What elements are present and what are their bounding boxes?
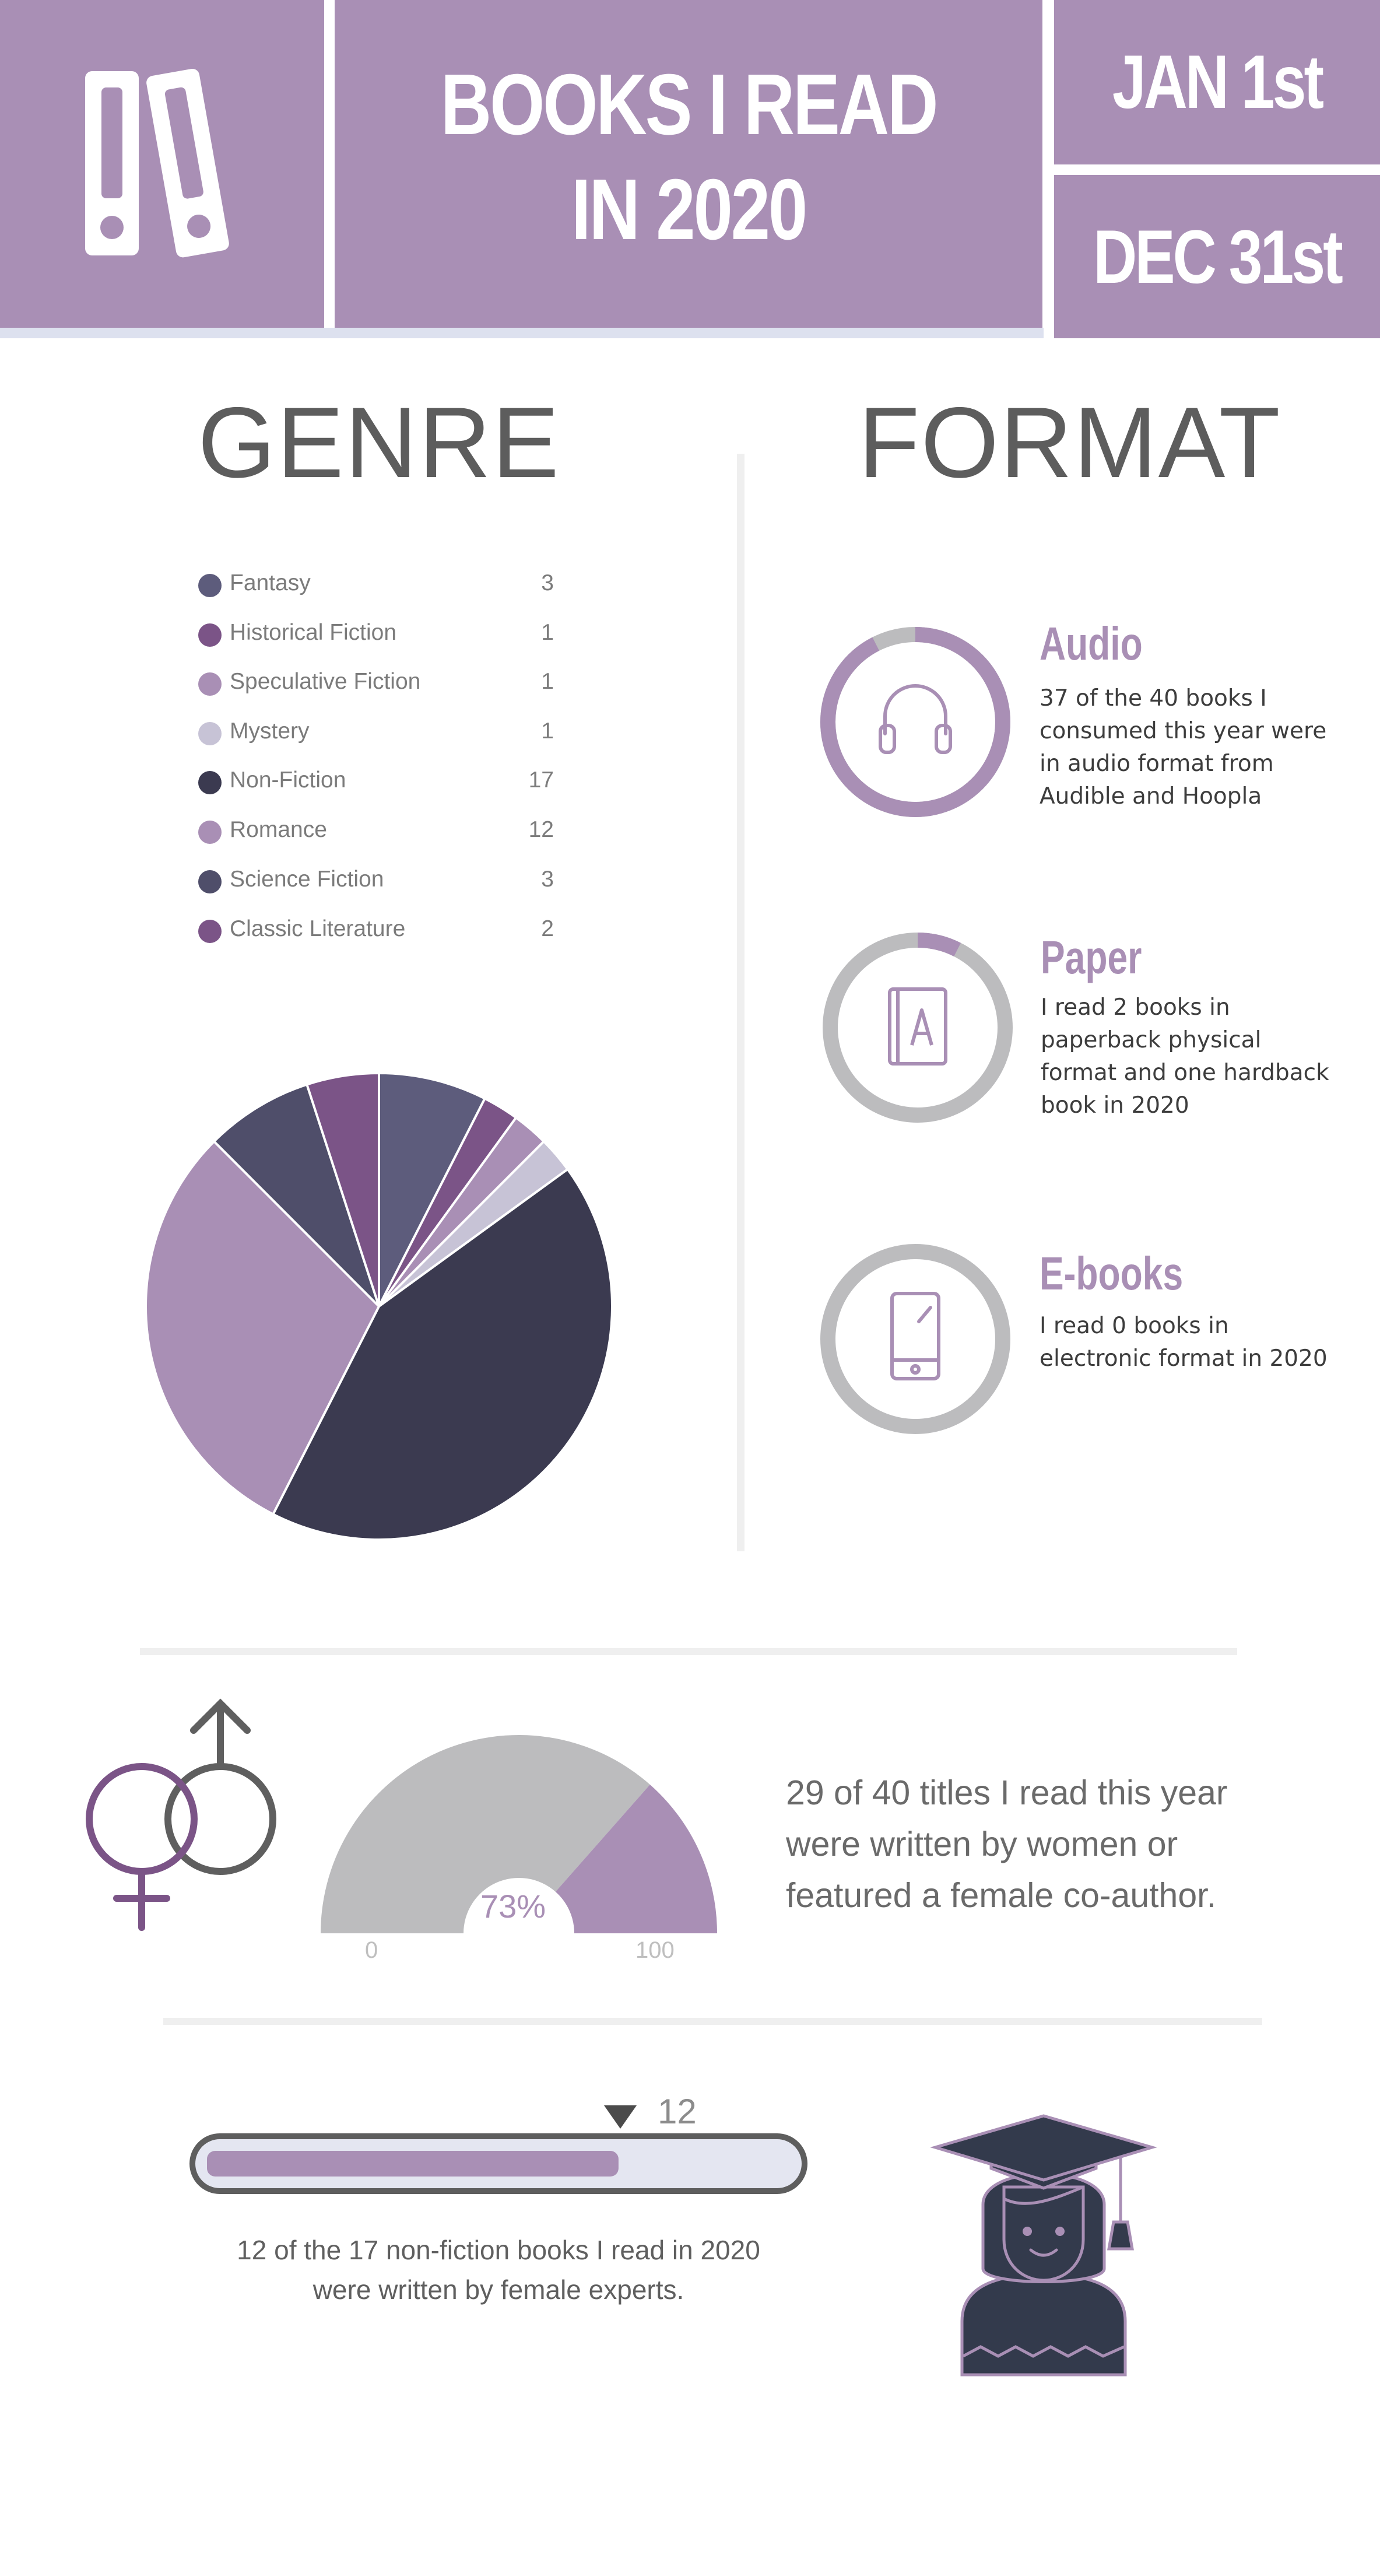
legend-item: Historical Fiction 1	[198, 615, 554, 650]
pie-slice-romance	[145, 1140, 381, 1516]
legend-item: Speculative Fiction 1	[198, 664, 554, 699]
legend-swatch	[198, 821, 222, 844]
legend-swatch	[198, 722, 222, 745]
audio-progress-ring	[820, 627, 1010, 817]
headphones-icon	[879, 684, 952, 754]
page-title-line-1: BOOKS I READ	[440, 57, 939, 153]
column-divider	[737, 454, 745, 1551]
gauge-min-label: 0	[365, 1937, 378, 1963]
header-end-panel	[1054, 175, 1380, 338]
legend-value: 2	[541, 916, 554, 941]
bar-marker-label: 12	[658, 2092, 697, 2131]
legend-value: 1	[541, 719, 554, 744]
tablet-icon	[890, 1292, 940, 1380]
gauge-arc-value	[321, 1735, 650, 1933]
note-line: featured a female co-author.	[786, 1876, 1216, 1915]
legend-value: 3	[541, 867, 554, 892]
audio-line: consumed this year were	[1040, 718, 1327, 744]
legend-value: 12	[528, 817, 554, 842]
pie-slice-classic-literature	[305, 1071, 380, 1307]
legend-item: Romance 12	[198, 812, 554, 847]
paper-title: Paper	[1041, 931, 1142, 983]
pie-slice-fantasy	[378, 1071, 487, 1307]
legend-value: 3	[541, 570, 554, 595]
legend-swatch	[198, 672, 222, 696]
book-icon	[888, 987, 947, 1066]
ebooks-line: I read 0 books in	[1040, 1313, 1229, 1339]
header-start-panel	[1054, 0, 1380, 164]
legend-swatch	[198, 623, 222, 647]
legend-value: 1	[541, 669, 554, 694]
legend-label: Romance	[230, 817, 327, 842]
gender-symbols-icon	[86, 1698, 276, 1931]
page-title-line-2: IN 2020	[571, 162, 807, 258]
caption-line: were written by female experts.	[312, 2274, 684, 2305]
note-line: 29 of 40 titles I read this year	[786, 1774, 1228, 1812]
experts-bar-fill	[207, 2151, 619, 2177]
binders-icon	[85, 68, 229, 258]
note-line: were written by women or	[786, 1825, 1178, 1863]
header-title-panel	[335, 0, 1042, 328]
genre-heading: GENRE	[198, 387, 560, 499]
paper-line: I read 2 books in	[1041, 994, 1230, 1021]
gauge-max-label: 100	[635, 1937, 675, 1963]
legend-item: Mystery 1	[198, 714, 554, 749]
legend-label: Historical Fiction	[230, 620, 397, 645]
legend-label: Speculative Fiction	[230, 669, 421, 694]
audio-line: Audible and Hoopla	[1040, 783, 1262, 809]
section-divider	[140, 1648, 1237, 1655]
ebooks-title: E-books	[1040, 1247, 1184, 1299]
ebooks-description: I read 0 books in electronic format in 2…	[1040, 1310, 1328, 1375]
legend-swatch	[198, 574, 222, 597]
legend-label: Science Fiction	[230, 867, 384, 892]
female-experts-bar	[189, 2133, 807, 2194]
section-divider	[163, 2018, 1262, 2025]
audio-description: 37 of the 40 books I consumed this year …	[1040, 682, 1326, 813]
legend-item: Fantasy 3	[198, 566, 554, 601]
paper-progress-ring	[823, 933, 1013, 1123]
gauge-arc-remainder	[555, 1784, 717, 1933]
ebooks-line: electronic format in 2020	[1040, 1345, 1328, 1372]
graduate-icon	[930, 2114, 1157, 2377]
paper-line: format and one hardback	[1041, 1060, 1329, 1086]
paper-line: paperback physical	[1041, 1027, 1262, 1053]
paper-line: book in 2020	[1041, 1092, 1189, 1119]
legend-label: Non-Fiction	[230, 767, 346, 793]
pie-slice-non-fiction	[271, 1168, 613, 1541]
audio-line: in audio format from	[1040, 751, 1274, 777]
legend-swatch	[198, 920, 222, 943]
gauge-value-label: 73%	[480, 1888, 546, 1925]
legend-item: Non-Fiction 17	[198, 763, 554, 798]
end-date: DEC 31st	[1093, 214, 1343, 299]
legend-label: Classic Literature	[230, 916, 406, 941]
legend-label: Mystery	[230, 719, 310, 744]
legend-swatch	[198, 870, 222, 893]
audio-title: Audio	[1040, 618, 1143, 670]
legend-label: Fantasy	[230, 570, 311, 595]
audio-line: 37 of the 40 books I	[1040, 685, 1267, 712]
page-title: BOOKS I READ IN 2020	[398, 52, 978, 262]
legend-value: 1	[541, 620, 554, 645]
women-authors-note: 29 of 40 titles I read this year were wr…	[786, 1767, 1228, 1921]
caption-line: 12 of the 17 non-fiction books I read in…	[237, 2235, 760, 2265]
legend-swatch	[198, 771, 222, 794]
pie-slice-science-fiction	[212, 1083, 380, 1308]
paper-progress-arc	[823, 933, 1013, 1123]
ebooks-progress-ring	[820, 1244, 1010, 1434]
legend-value: 17	[528, 767, 554, 793]
format-heading: FORMAT	[858, 387, 1281, 499]
legend-item: Science Fiction 3	[198, 862, 554, 897]
start-date: JAN 1st	[1112, 39, 1324, 124]
paper-description: I read 2 books in paperback physical for…	[1041, 991, 1329, 1122]
header-underline	[0, 328, 1044, 338]
experts-caption: 12 of the 17 non-fiction books I read in…	[175, 2230, 822, 2309]
legend-item: Classic Literature 2	[198, 912, 554, 947]
audio-progress-arc	[820, 627, 1010, 817]
women-authors-gauge	[321, 1735, 717, 1933]
genre-pie-chart	[145, 1071, 613, 1541]
bar-marker	[604, 2105, 637, 2129]
